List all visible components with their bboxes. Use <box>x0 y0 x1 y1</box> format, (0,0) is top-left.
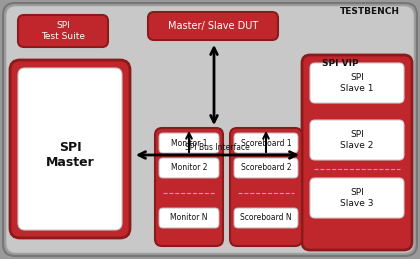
Text: Scoreboard N: Scoreboard N <box>240 213 292 222</box>
FancyBboxPatch shape <box>230 128 302 246</box>
FancyBboxPatch shape <box>155 128 223 246</box>
Text: SPI
Slave 1: SPI Slave 1 <box>340 73 374 93</box>
FancyBboxPatch shape <box>6 6 414 253</box>
Text: Master/ Slave DUT: Master/ Slave DUT <box>168 21 258 31</box>
Text: Monitor 2: Monitor 2 <box>171 163 207 172</box>
Text: SPI VIP: SPI VIP <box>322 59 358 68</box>
FancyBboxPatch shape <box>310 63 404 103</box>
FancyBboxPatch shape <box>310 178 404 218</box>
FancyBboxPatch shape <box>234 158 298 178</box>
Text: SPI
Slave 3: SPI Slave 3 <box>340 188 374 208</box>
Text: Scoreboard 2: Scoreboard 2 <box>241 163 291 172</box>
FancyBboxPatch shape <box>3 3 417 256</box>
FancyBboxPatch shape <box>234 208 298 228</box>
Text: SPI Bus Interface: SPI Bus Interface <box>185 143 250 153</box>
FancyBboxPatch shape <box>159 133 219 153</box>
FancyBboxPatch shape <box>234 133 298 153</box>
Text: SPI
Slave 2: SPI Slave 2 <box>340 130 374 150</box>
FancyBboxPatch shape <box>18 15 108 47</box>
FancyBboxPatch shape <box>159 208 219 228</box>
Text: Monitor N: Monitor N <box>170 213 208 222</box>
FancyBboxPatch shape <box>18 68 122 230</box>
Text: SPI
Master: SPI Master <box>46 141 94 169</box>
FancyBboxPatch shape <box>310 120 404 160</box>
FancyBboxPatch shape <box>159 158 219 178</box>
FancyBboxPatch shape <box>148 12 278 40</box>
FancyBboxPatch shape <box>302 55 412 250</box>
Text: Monitor 1: Monitor 1 <box>171 139 207 147</box>
Text: TESTBENCH: TESTBENCH <box>340 8 400 17</box>
Text: SPI
Test Suite: SPI Test Suite <box>41 21 85 41</box>
FancyBboxPatch shape <box>10 60 130 238</box>
Text: Scoreboard 1: Scoreboard 1 <box>241 139 291 147</box>
